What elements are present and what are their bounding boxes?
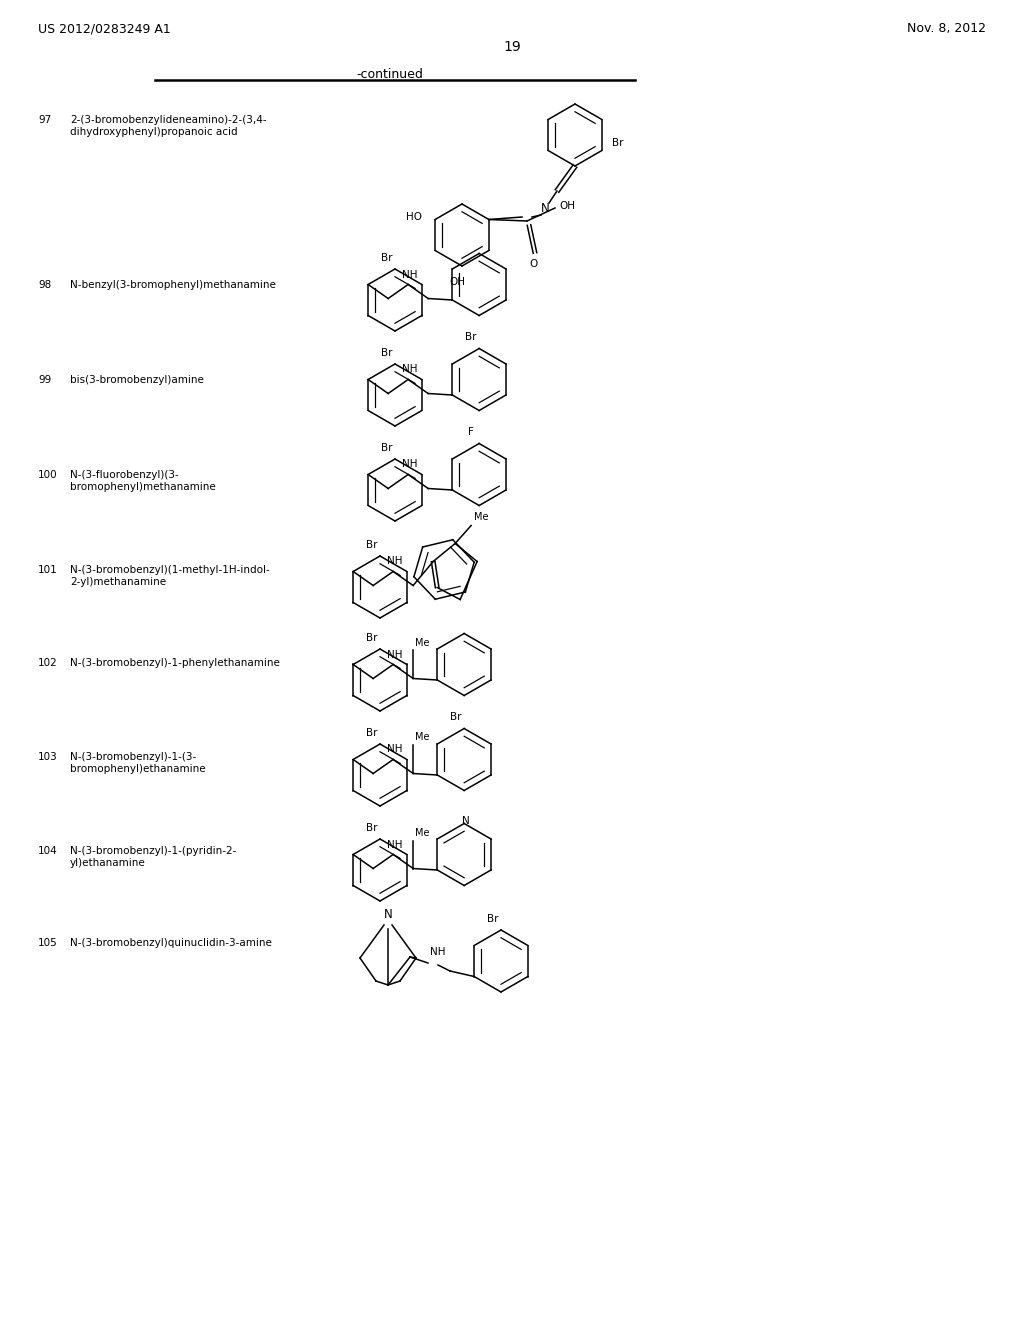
Text: Br: Br xyxy=(367,729,378,738)
Text: US 2012/0283249 A1: US 2012/0283249 A1 xyxy=(38,22,171,36)
Text: -continued: -continued xyxy=(356,69,424,81)
Text: F: F xyxy=(468,428,474,437)
Text: N-(3-bromobenzyl)(1-methyl-1H-indol-
2-yl)methanamine: N-(3-bromobenzyl)(1-methyl-1H-indol- 2-y… xyxy=(70,565,269,586)
Text: 103: 103 xyxy=(38,752,57,762)
Text: N: N xyxy=(541,202,549,215)
Text: 97: 97 xyxy=(38,115,51,125)
Text: Me: Me xyxy=(415,828,430,837)
Text: 102: 102 xyxy=(38,657,57,668)
Text: N-benzyl(3-bromophenyl)methanamine: N-benzyl(3-bromophenyl)methanamine xyxy=(70,280,275,290)
Text: NH: NH xyxy=(402,364,418,375)
Text: N-(3-bromobenzyl)quinuclidin-3-amine: N-(3-bromobenzyl)quinuclidin-3-amine xyxy=(70,939,272,948)
Text: Br: Br xyxy=(381,444,393,453)
Text: NH: NH xyxy=(402,269,418,280)
Text: bis(3-bromobenzyl)amine: bis(3-bromobenzyl)amine xyxy=(70,375,204,385)
Text: Br: Br xyxy=(487,913,499,924)
Text: NH: NH xyxy=(402,459,418,470)
Text: 104: 104 xyxy=(38,846,57,855)
Text: N: N xyxy=(462,817,470,826)
Text: OH: OH xyxy=(559,201,575,211)
Text: Br: Br xyxy=(465,333,477,342)
Text: Br: Br xyxy=(367,822,378,833)
Text: 99: 99 xyxy=(38,375,51,385)
Text: Br: Br xyxy=(612,139,624,148)
Text: Me: Me xyxy=(415,638,430,648)
Text: N-(3-bromobenzyl)-1-(3-
bromophenyl)ethanamine: N-(3-bromobenzyl)-1-(3- bromophenyl)etha… xyxy=(70,752,206,774)
Text: 2-(3-bromobenzylideneamino)-2-(3,4-
dihydroxyphenyl)propanoic acid: 2-(3-bromobenzylideneamino)-2-(3,4- dihy… xyxy=(70,115,266,136)
Text: 101: 101 xyxy=(38,565,57,576)
Text: N-(3-bromobenzyl)-1-(pyridin-2-
yl)ethanamine: N-(3-bromobenzyl)-1-(pyridin-2- yl)ethan… xyxy=(70,846,237,867)
Text: Br: Br xyxy=(367,634,378,643)
Text: NH: NH xyxy=(387,649,402,660)
Text: Nov. 8, 2012: Nov. 8, 2012 xyxy=(907,22,986,36)
Text: Br: Br xyxy=(451,713,462,722)
Text: N-(3-fluorobenzyl)(3-
bromophenyl)methanamine: N-(3-fluorobenzyl)(3- bromophenyl)methan… xyxy=(70,470,216,491)
Text: OH: OH xyxy=(449,277,465,286)
Text: NH: NH xyxy=(387,557,402,566)
Text: NH: NH xyxy=(387,840,402,850)
Text: 105: 105 xyxy=(38,939,57,948)
Text: NH: NH xyxy=(387,744,402,755)
Text: HO: HO xyxy=(406,213,422,222)
Text: N: N xyxy=(384,908,392,921)
Text: 98: 98 xyxy=(38,280,51,290)
Text: Me: Me xyxy=(474,511,488,521)
Text: NH: NH xyxy=(430,946,445,957)
Text: O: O xyxy=(528,259,538,269)
Text: Me: Me xyxy=(415,733,430,742)
Text: Br: Br xyxy=(381,348,393,358)
Text: Br: Br xyxy=(381,253,393,263)
Text: 19: 19 xyxy=(503,40,521,54)
Text: N-(3-bromobenzyl)-1-phenylethanamine: N-(3-bromobenzyl)-1-phenylethanamine xyxy=(70,657,280,668)
Text: 100: 100 xyxy=(38,470,57,480)
Text: Br: Br xyxy=(367,540,378,550)
